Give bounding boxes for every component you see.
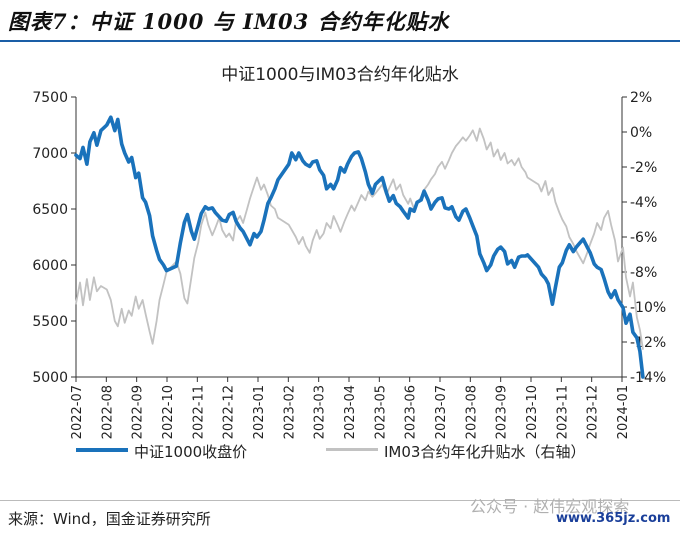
y-right-tick-label: -2% [630,160,657,176]
chart-title: 中证1000与IM03合约年化贴水 [221,65,459,85]
y-left-tick-label: 6000 [32,258,68,274]
legend-swatch-im03 [326,448,378,451]
y-left-tick-label: 7000 [32,146,68,162]
x-tick-label: 2024-01 [616,385,631,439]
x-tick-label: 2022-11 [191,385,206,439]
y-left-tick-label: 7500 [32,90,68,106]
legend-label-im03: IM03合约年化升贴水（右轴） [384,443,586,461]
y-right-tick-label: -8% [630,265,657,281]
x-tick-label: 2023-03 [313,385,328,439]
y-right-tick-label: 2% [630,90,652,106]
x-tick-label: 2023-05 [373,385,388,439]
series-line-im03 [75,127,644,350]
x-tick-label: 2023-04 [343,385,358,439]
y-left-tick-label: 5000 [32,370,68,386]
x-tick-label: 2022-10 [161,385,176,439]
chart: 500055006000650070007500-14%-12%-10%-8%-… [32,90,666,439]
x-tick-label: 2023-07 [434,385,449,439]
x-tick-label: 2023-12 [586,385,601,439]
legend-label-csi1000: 中证1000收盘价 [134,443,248,461]
series-line-csi1000 [74,115,645,379]
y-right-tick-label: -14% [630,370,666,386]
x-tick-label: 2023-09 [495,385,510,439]
y-left-tick-label: 5500 [32,314,68,330]
x-tick-label: 2022-07 [70,385,85,439]
legend-swatch-csi1000 [76,448,128,452]
x-tick-label: 2023-06 [404,385,419,439]
title-rule [0,40,680,42]
x-tick-label: 2022-08 [100,385,115,439]
x-tick-label: 2023-10 [525,385,540,439]
y-left-tick-label: 6500 [32,202,68,218]
x-tick-label: 2022-09 [131,385,146,439]
y-right-tick-label: -4% [630,195,657,211]
x-tick-label: 2022-12 [222,385,237,439]
source-note: 来源：Wind，国金证券研究所 [8,510,211,528]
watermark-url: www.365jz.com [556,511,671,526]
x-tick-label: 2023-02 [282,385,297,439]
y-right-tick-label: -10% [630,300,666,316]
y-right-tick-label: -6% [630,230,657,246]
watermark: 公众号 · 赵伟宏观探索 [470,497,630,516]
x-tick-label: 2023-08 [464,385,479,439]
x-tick-label: 2023-11 [555,385,570,439]
bottom-rule [0,500,680,501]
y-right-tick-label: 0% [630,125,652,141]
figure-title: 图表7：中证 1000 与 IM03 合约年化贴水 [8,9,450,34]
x-tick-label: 2023-01 [252,385,267,439]
